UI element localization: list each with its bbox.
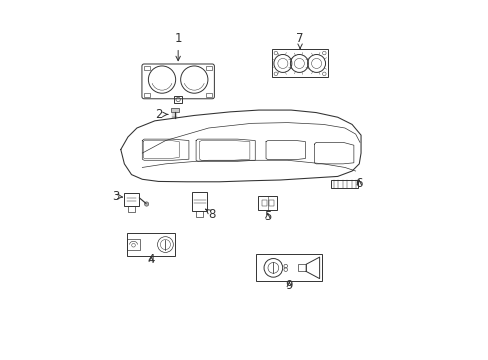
Bar [268, 201, 273, 206]
Bar [256, 255, 322, 281]
Bar [272, 49, 327, 77]
Bar [144, 66, 149, 70]
Bar [261, 201, 266, 206]
Text: 2: 2 [154, 108, 167, 121]
Bar [170, 108, 178, 112]
Bar [196, 211, 203, 217]
Bar [206, 93, 212, 96]
Bar [174, 96, 182, 103]
Bar [123, 193, 139, 206]
Bar [144, 93, 149, 96]
Bar [298, 264, 305, 271]
Text: 7: 7 [296, 32, 303, 48]
Circle shape [144, 202, 148, 206]
Text: 3: 3 [111, 190, 122, 203]
Bar [206, 66, 212, 70]
Text: 1: 1 [174, 32, 182, 61]
Bar [128, 206, 135, 212]
Text: 6: 6 [355, 177, 362, 190]
Bar [192, 192, 207, 211]
Bar [127, 239, 140, 250]
Bar [258, 197, 277, 210]
Text: 9: 9 [285, 279, 292, 292]
Text: 5: 5 [264, 211, 271, 224]
Text: 4: 4 [147, 253, 155, 266]
Bar [331, 180, 358, 188]
Bar [127, 233, 175, 256]
Text: 8: 8 [205, 208, 216, 221]
